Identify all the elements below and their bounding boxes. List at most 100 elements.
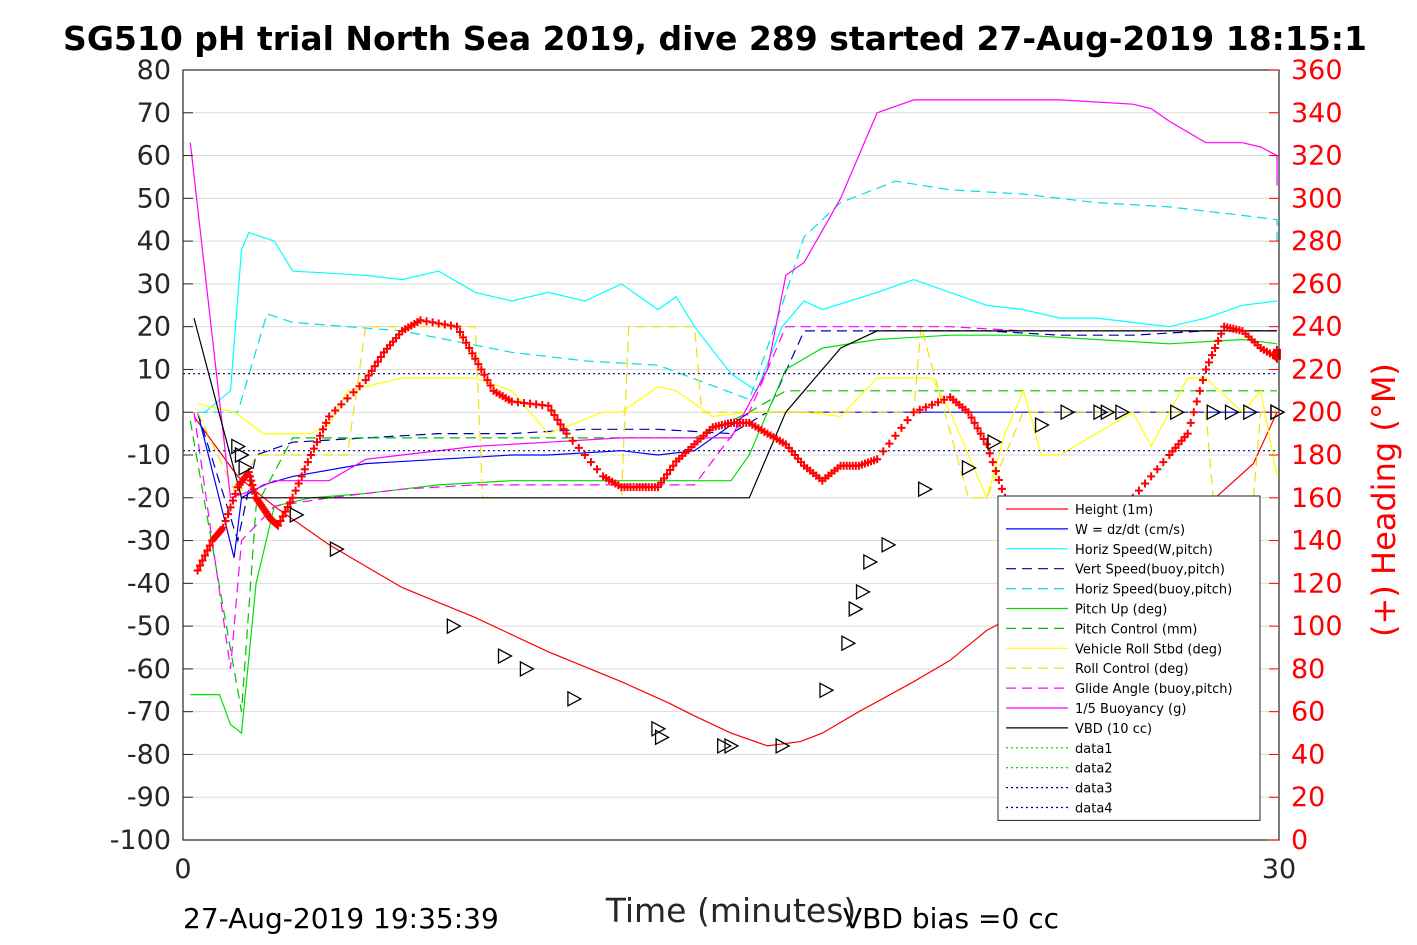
y-tick-label: -70	[127, 697, 171, 728]
heading-point	[422, 317, 431, 326]
y-right-tick-label: 180	[1291, 440, 1343, 471]
heading-point	[580, 451, 589, 459]
heading-point	[1201, 365, 1210, 374]
height-triangle-marker	[961, 459, 977, 476]
heading-point	[553, 415, 562, 424]
heading-point	[245, 472, 254, 481]
y-tick-label: 40	[137, 226, 171, 257]
footer-vbd-bias: VBD bias =0 cc	[843, 902, 1059, 935]
legend-entry-vert-speed-buoy-pitch: Vert Speed(buoy,pitch)	[1075, 563, 1225, 578]
height-triangle-marker	[329, 541, 345, 558]
y-right-tick-label: 160	[1291, 483, 1343, 514]
heading-point	[203, 546, 212, 555]
heading-point	[1147, 472, 1156, 481]
y-right-tick-label: 20	[1291, 782, 1325, 813]
heading-point	[200, 551, 209, 560]
heading-point	[376, 352, 385, 361]
legend-entry-roll-control-deg: Roll Control (deg)	[1075, 662, 1189, 677]
y-axis-right-label: (+) Heading (°M)	[1365, 363, 1403, 637]
heading-point	[897, 423, 906, 432]
y-right-tick-label: 200	[1291, 397, 1343, 428]
y-axis-right: 3603403203002802602402202001801601401201…	[1269, 55, 1343, 856]
heading-point	[306, 451, 315, 459]
heading-point	[1198, 376, 1207, 385]
series-vert-speed-buoy-pitch	[197, 330, 1277, 543]
series-1-5-buoyancy-g	[189, 99, 1278, 499]
heading-point	[453, 322, 461, 331]
heading-point	[325, 412, 334, 421]
heading-point	[337, 400, 346, 409]
height-triangle-marker	[1115, 404, 1131, 421]
y-tick-label: -10	[127, 440, 171, 471]
series-roll-control-deg	[197, 326, 1277, 500]
height-triangle-marker	[987, 434, 1003, 451]
heading-point	[1217, 329, 1226, 338]
heading-point	[250, 489, 259, 498]
heading-point	[486, 381, 495, 390]
heading-point	[988, 458, 997, 467]
heading-point	[574, 443, 583, 452]
y-tick-label: -90	[127, 782, 171, 813]
x-axis: 0 30	[174, 830, 1296, 885]
height-triangle-marker	[855, 583, 871, 600]
heading-point	[471, 354, 480, 363]
heading-point	[964, 408, 973, 417]
heading-point	[331, 406, 340, 415]
legend-entry-1-5-buoyancy-g: 1/5 Buoyancy (g)	[1075, 702, 1186, 717]
heading-point	[934, 398, 943, 407]
height-markers	[231, 404, 1286, 754]
heading-point	[278, 512, 287, 521]
series-pitch-up-deg	[190, 334, 1278, 735]
y-right-tick-label: 300	[1291, 183, 1343, 214]
heading-point	[982, 440, 991, 449]
height-triangle-marker	[1206, 404, 1222, 421]
heading-point	[281, 507, 290, 516]
heading-point	[273, 521, 282, 530]
x-tick-label: 0	[174, 854, 191, 885]
y-right-tick-label: 320	[1291, 141, 1343, 172]
y-tick-label: -50	[127, 611, 171, 642]
heading-point	[1211, 344, 1220, 353]
heading-point	[198, 556, 207, 565]
heading-point	[300, 465, 309, 474]
height-triangle-marker	[1060, 404, 1076, 421]
heading-point	[1208, 351, 1217, 360]
legend-entry-horiz-speed-buoy-pitch: Horiz Speed(buoy,pitch)	[1075, 583, 1232, 598]
series-glide-angle-buoy-pitch	[193, 326, 1277, 669]
heading-point	[653, 483, 662, 492]
heading-point	[456, 328, 465, 337]
chart-title: SG510 pH trial North Sea 2019, dive 289 …	[63, 19, 1367, 58]
heading-point	[1153, 465, 1162, 474]
heading-point	[428, 318, 437, 327]
height-triangle-marker	[848, 600, 864, 618]
heading-point	[291, 486, 300, 495]
heading-point	[562, 429, 571, 438]
heading-point	[1134, 486, 1143, 495]
heading-point	[221, 516, 230, 525]
heading-point	[976, 429, 985, 438]
legend-entry-data4: data4	[1075, 802, 1113, 817]
height-triangle-marker	[881, 536, 897, 553]
legend-box	[997, 495, 1261, 821]
legend-entry-data3: data3	[1075, 782, 1113, 797]
heading-point	[477, 365, 486, 374]
y-tick-label: -30	[127, 526, 171, 557]
heading-point	[416, 316, 425, 325]
y-tick-label: -40	[127, 568, 171, 599]
heading-point	[985, 449, 994, 458]
heading-point	[1186, 418, 1195, 427]
y-right-tick-label: 60	[1291, 697, 1325, 728]
heading-point	[1189, 408, 1198, 417]
y-right-tick-label: 80	[1291, 654, 1325, 685]
heading-point	[550, 411, 559, 420]
height-triangle-marker	[819, 682, 835, 699]
heading-point	[483, 376, 492, 385]
heading-point	[669, 461, 678, 470]
heading-point	[465, 344, 474, 353]
heading-point	[219, 523, 228, 532]
y-tick-label: 70	[137, 98, 171, 129]
heading-point	[660, 474, 669, 483]
heading-point	[1192, 397, 1201, 406]
heading-point	[885, 439, 894, 448]
y-tick-label: 10	[137, 354, 171, 385]
